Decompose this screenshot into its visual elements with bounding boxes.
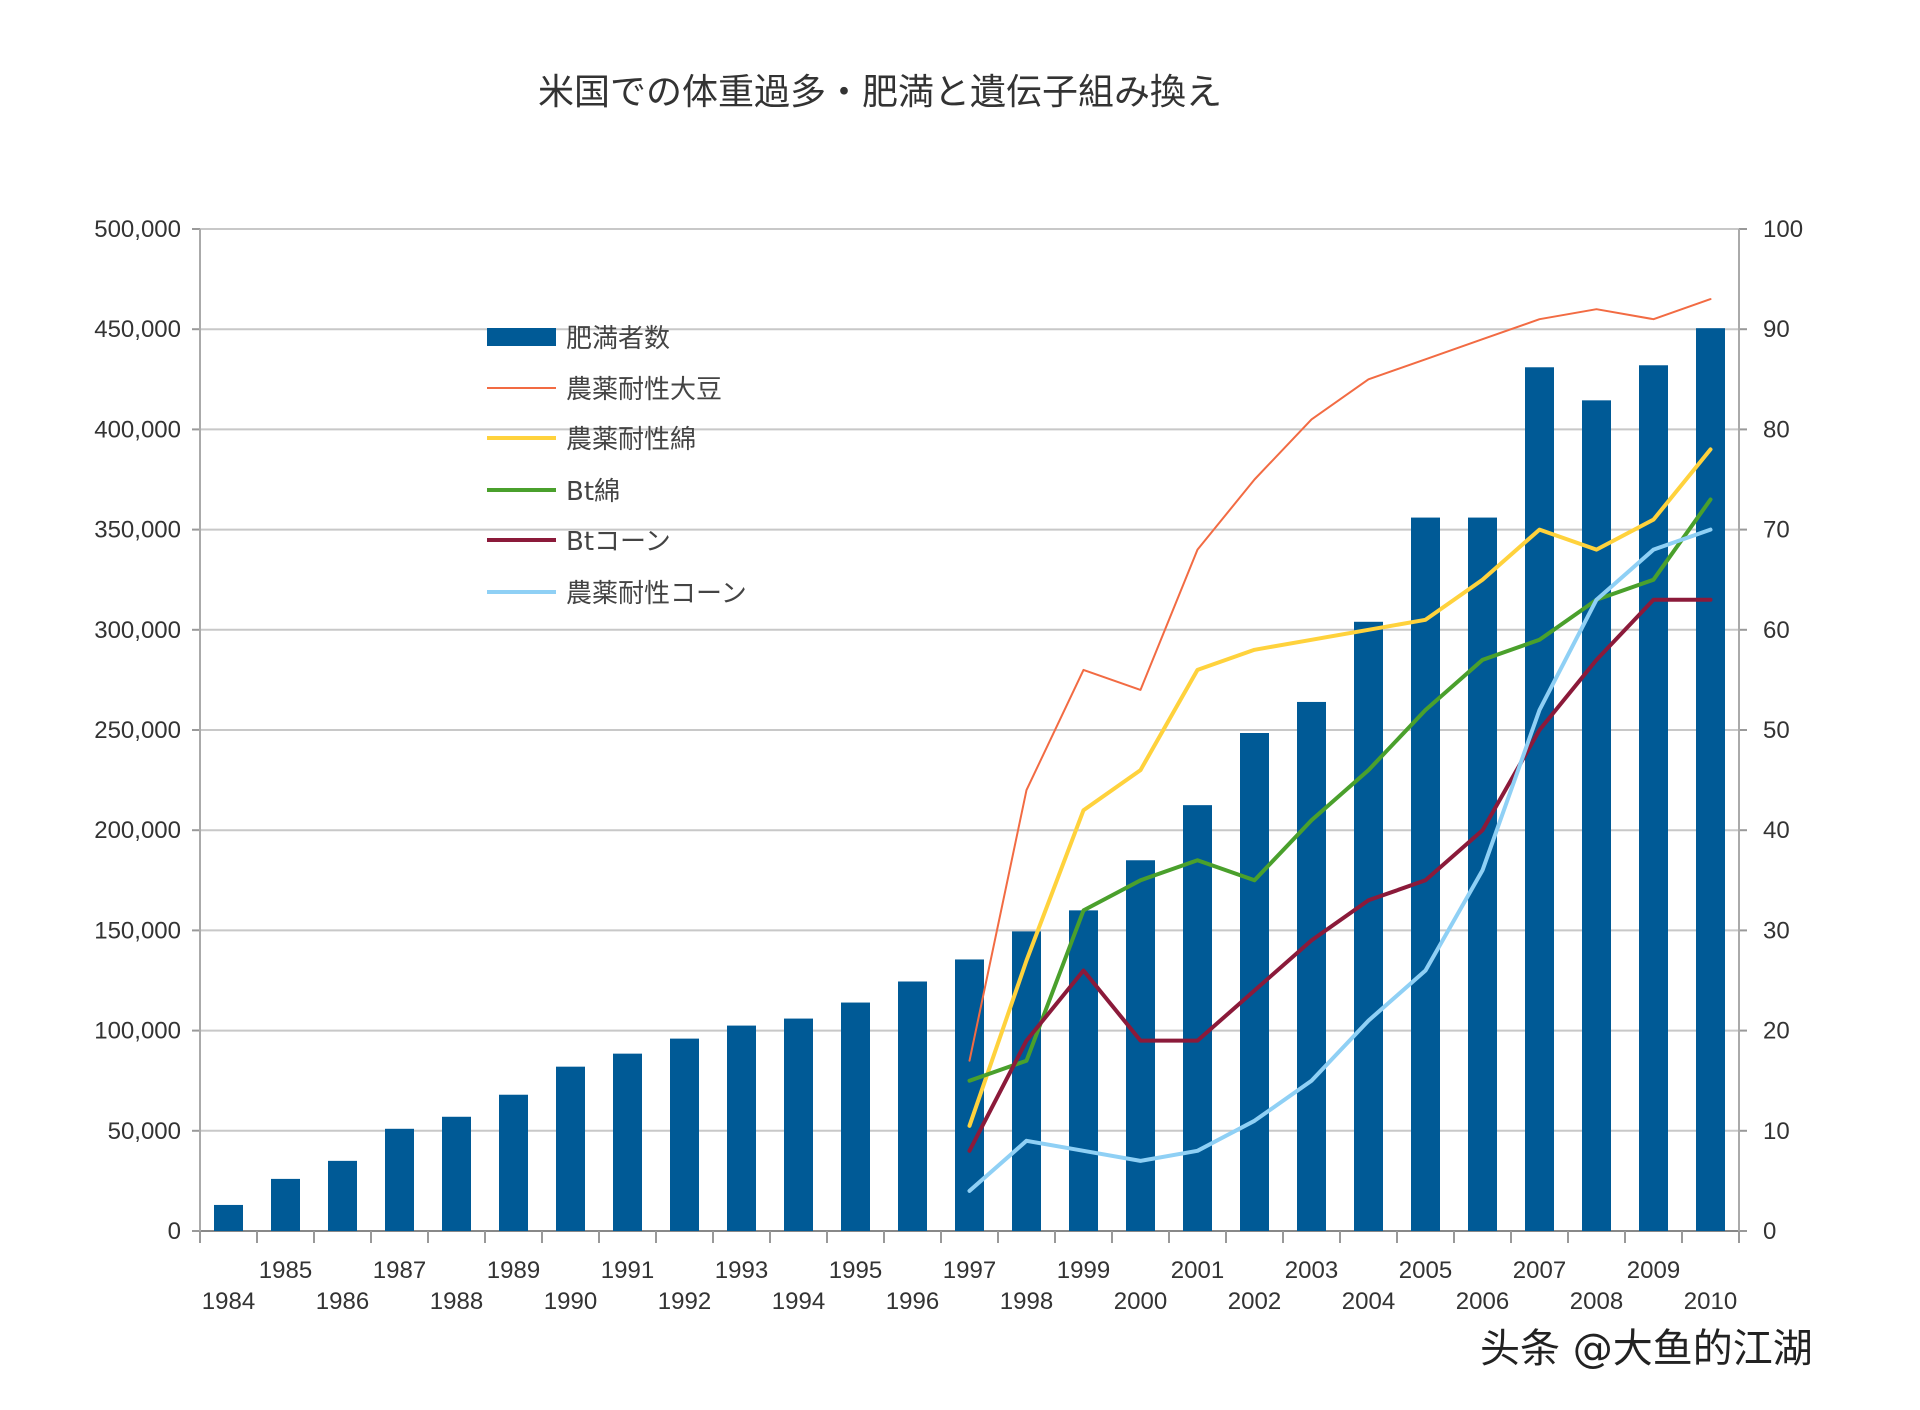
legend-label: Bt綿 (566, 477, 620, 507)
bar-1990 (556, 1066, 585, 1231)
chart-title: 米国での体重過多・肥満と遺伝子組み換え (538, 72, 1222, 113)
x-tick-label: 1996 (886, 1288, 939, 1315)
bar-1999 (1069, 910, 1098, 1231)
bars (214, 328, 1725, 1232)
bar-2008 (1582, 400, 1611, 1231)
bar-1992 (670, 1038, 699, 1231)
x-tick-label: 1993 (715, 1257, 768, 1284)
y-tick-label-right: 100 (1763, 216, 1803, 243)
legend-label: Btコーン (566, 527, 671, 557)
y-tick-label-left: 300,000 (94, 617, 181, 644)
x-tick-label: 2007 (1513, 1257, 1566, 1284)
legend-label: 農薬耐性コーン (566, 579, 747, 609)
bar-2010 (1696, 328, 1725, 1231)
y-tick-label-left: 250,000 (94, 717, 181, 744)
bar-1998 (1012, 931, 1041, 1231)
series-lines (967, 298, 1713, 1193)
x-tick-label: 1998 (1000, 1288, 1053, 1315)
bar-1986 (328, 1160, 357, 1231)
legend-swatch-bars (487, 328, 556, 346)
legend-label: 農薬耐性綿 (566, 425, 696, 455)
x-tick-label: 2003 (1285, 1257, 1338, 1284)
y-tick-label-right: 0 (1763, 1218, 1776, 1245)
x-tick-label: 2001 (1171, 1257, 1224, 1284)
x-tick-label: 1991 (601, 1257, 654, 1284)
bar-2007 (1525, 367, 1554, 1231)
bar-1987 (385, 1128, 414, 1231)
x-tick-label: 2000 (1114, 1288, 1167, 1315)
y-tick-label-left: 150,000 (94, 917, 181, 944)
x-tick-label: 2004 (1342, 1288, 1395, 1315)
watermark: 头条 @大鱼的江湖 (1480, 1326, 1813, 1372)
bar-2003 (1297, 701, 1326, 1231)
y-tick-label-left: 400,000 (94, 416, 181, 443)
y-tick-label-right: 90 (1763, 316, 1790, 343)
legend-label: 肥満者数 (566, 324, 670, 354)
x-tick-label: 2008 (1570, 1288, 1623, 1315)
y-tick-label-left: 500,000 (94, 216, 181, 243)
series-line-4 (967, 527, 1713, 1193)
bar-1996 (898, 981, 927, 1231)
y-tick-label-right: 30 (1763, 917, 1790, 944)
x-tick-label: 1989 (487, 1257, 540, 1284)
bar-2004 (1354, 621, 1383, 1231)
y-tick-label-left: 350,000 (94, 517, 181, 544)
x-tick-label: 1997 (943, 1257, 996, 1284)
bar-1994 (784, 1018, 813, 1231)
x-tick-label: 1988 (430, 1288, 483, 1315)
x-tick-label: 1994 (772, 1288, 825, 1315)
x-tick-label: 2010 (1684, 1288, 1737, 1315)
bar-1993 (727, 1025, 756, 1231)
y-tick-label-right: 80 (1763, 416, 1790, 443)
y-tick-label-right: 20 (1763, 1018, 1790, 1045)
y-tick-label-left: 50,000 (108, 1118, 181, 1145)
y-tick-label-left: 0 (168, 1218, 181, 1245)
legend-label: 農薬耐性大豆 (566, 375, 722, 405)
x-tick-label: 1984 (202, 1288, 255, 1315)
y-tick-label-left: 100,000 (94, 1018, 181, 1045)
bar-1991 (613, 1053, 642, 1231)
bar-1995 (841, 1002, 870, 1231)
axes: 0 0 50,000 10 100,000 20 150,000 30 200,000 40 250… (94, 216, 1803, 1315)
bar-2005 (1411, 517, 1440, 1231)
bar-2001 (1183, 805, 1212, 1231)
bar-2000 (1126, 860, 1155, 1231)
bar-1989 (499, 1094, 528, 1231)
series-line-2 (967, 497, 1713, 1083)
x-tick-label: 1985 (259, 1257, 312, 1284)
y-tick-label-right: 40 (1763, 817, 1790, 844)
bar-2009 (1639, 365, 1668, 1232)
x-tick-label: 1999 (1057, 1257, 1110, 1284)
series-line-1 (967, 447, 1713, 1128)
x-tick-label: 1990 (544, 1288, 597, 1315)
x-tick-label: 1995 (829, 1257, 882, 1284)
bar-1985 (271, 1178, 300, 1231)
x-tick-label: 2006 (1456, 1288, 1509, 1315)
x-tick-label: 1986 (316, 1288, 369, 1315)
y-tick-label-right: 60 (1763, 617, 1790, 644)
x-tick-label: 2009 (1627, 1257, 1680, 1284)
y-tick-label-right: 10 (1763, 1118, 1790, 1145)
x-tick-label: 1992 (658, 1288, 711, 1315)
x-tick-label: 1987 (373, 1257, 426, 1284)
series-line-0 (968, 298, 1712, 1062)
y-tick-label-left: 450,000 (94, 316, 181, 343)
y-tick-label-right: 70 (1763, 517, 1790, 544)
y-tick-label-right: 50 (1763, 717, 1790, 744)
y-tick-label-left: 200,000 (94, 817, 181, 844)
bar-1988 (442, 1116, 471, 1231)
bar-1984 (214, 1204, 243, 1231)
x-tick-label: 2002 (1228, 1288, 1281, 1315)
x-tick-label: 2005 (1399, 1257, 1452, 1284)
series-line-3 (967, 597, 1713, 1153)
